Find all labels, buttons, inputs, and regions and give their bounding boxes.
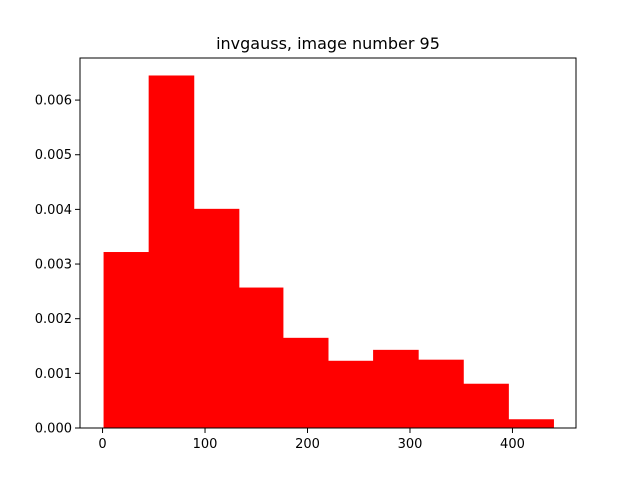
y-tick-label: 0.005 [35,148,72,163]
histogram-bar [418,359,464,428]
x-tick-label: 0 [98,437,106,452]
x-tick-label: 300 [398,437,423,452]
histogram-bar [282,337,329,428]
histogram-bar [508,419,554,428]
x-tick-label: 400 [500,437,525,452]
chart-title: invgauss, image number 95 [216,34,440,53]
histogram-bar [373,349,419,428]
bars-group [103,75,554,428]
x-tick-label: 100 [193,437,218,452]
plot-frame [79,57,577,429]
histogram-bar [328,360,374,428]
y-tick-label: 0.000 [35,422,72,437]
y-tick-label: 0.004 [35,203,72,218]
histogram-bar [193,208,240,428]
y-tick-label: 0.003 [35,258,72,273]
x-axis: 0 100 200 300 400 [98,428,525,452]
histogram-bar [103,252,150,428]
y-tick-label: 0.006 [35,94,72,109]
x-tick-label: 200 [295,437,320,452]
histogram-bar [238,287,284,428]
histogram-bar [148,75,195,428]
histogram-bar [463,383,509,428]
y-tick-label: 0.002 [35,312,72,327]
y-axis: 0.000 0.001 0.002 0.003 0.004 0.005 0.006 [35,94,80,437]
y-tick-label: 0.001 [35,367,72,382]
